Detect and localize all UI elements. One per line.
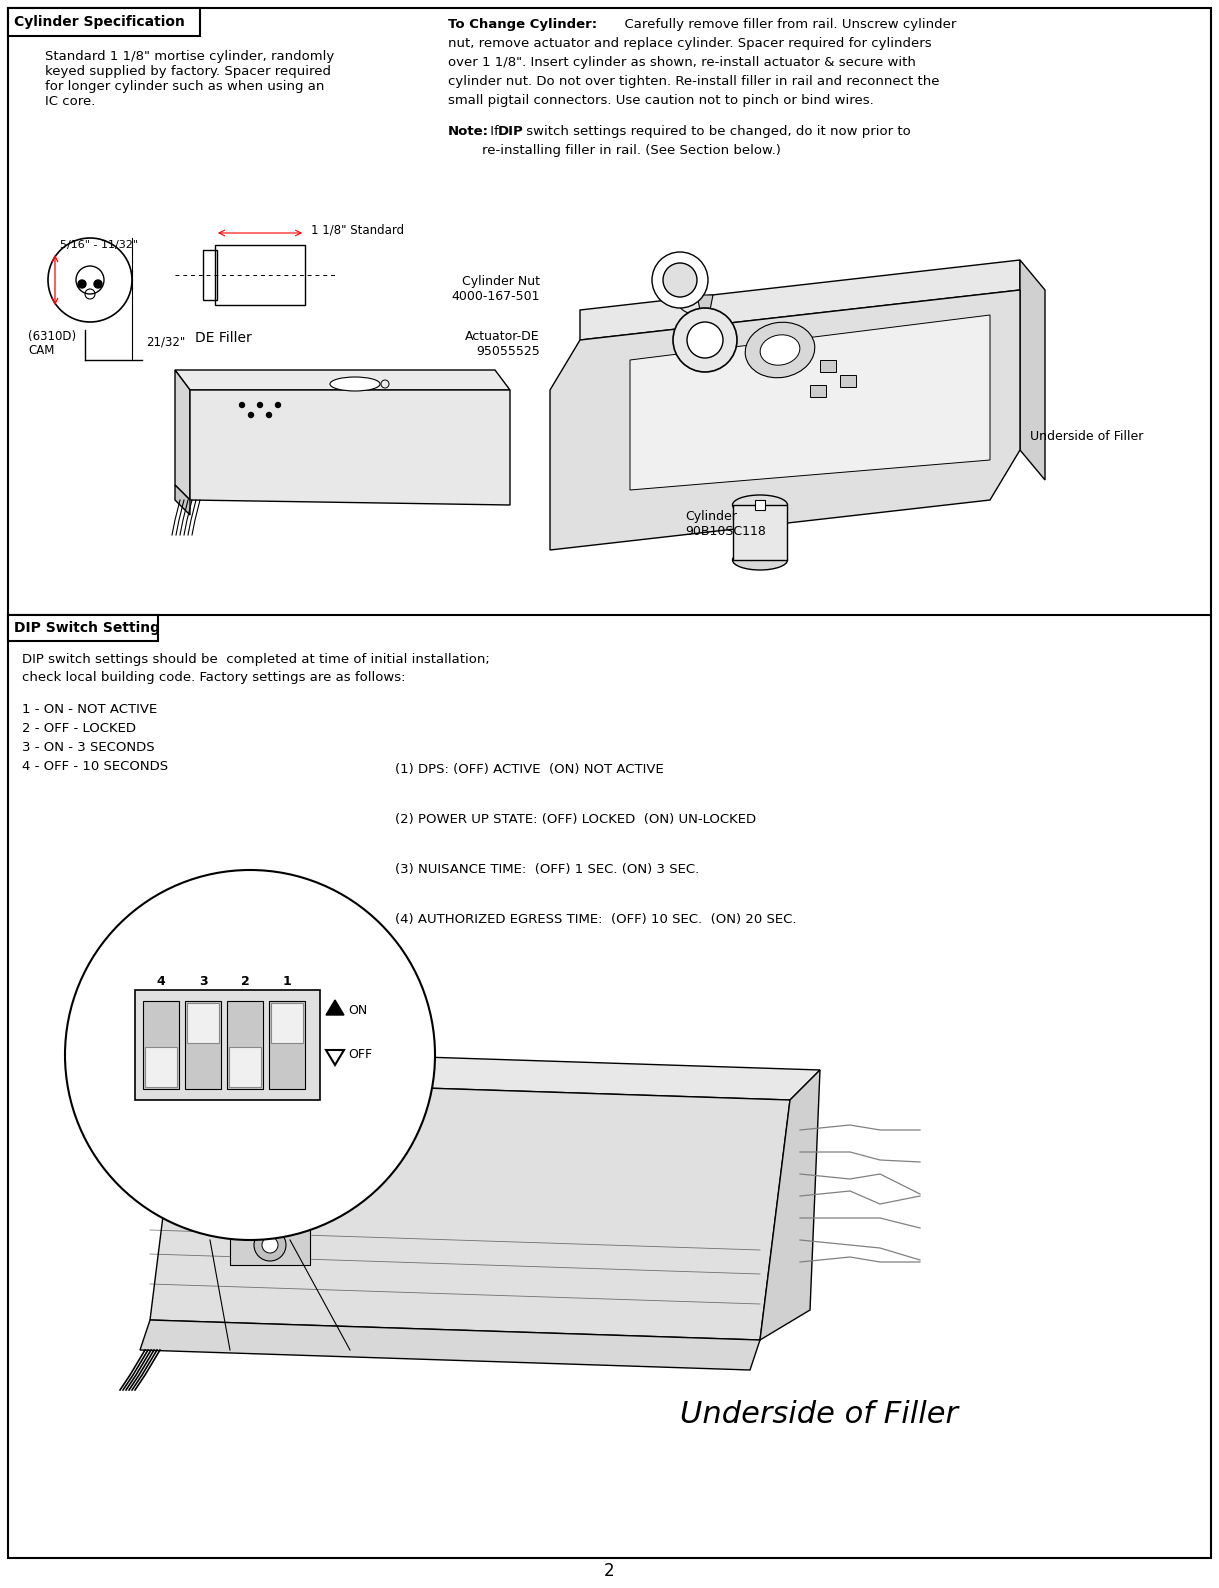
Text: 1 1/8" Standard: 1 1/8" Standard — [311, 224, 405, 237]
Bar — [271, 1004, 304, 1043]
Polygon shape — [550, 291, 1020, 549]
Circle shape — [663, 264, 697, 297]
Text: Underside of Filler: Underside of Filler — [680, 1401, 958, 1429]
Text: DIP switch settings should be  completed at time of initial installation;: DIP switch settings should be completed … — [22, 653, 490, 665]
Text: switch settings required to be changed, do it now prior to: switch settings required to be changed, … — [522, 125, 911, 138]
Circle shape — [239, 402, 245, 408]
Bar — [227, 1000, 263, 1089]
Text: cylinder nut. Do not over tighten. Re-install filler in rail and reconnect the: cylinder nut. Do not over tighten. Re-in… — [449, 75, 940, 87]
Text: Cylinder Specification: Cylinder Specification — [13, 14, 185, 29]
Text: 1: 1 — [283, 975, 291, 988]
Polygon shape — [630, 314, 990, 491]
Circle shape — [254, 1229, 286, 1261]
Text: Actuator-DE
95055525: Actuator-DE 95055525 — [466, 330, 540, 357]
Bar — [229, 1046, 261, 1088]
Text: 4 - OFF - 10 SECONDS: 4 - OFF - 10 SECONDS — [22, 761, 168, 773]
Bar — [143, 1000, 179, 1089]
Text: Note:: Note: — [449, 125, 489, 138]
Text: To Change Cylinder:: To Change Cylinder: — [449, 17, 597, 32]
Bar — [215, 245, 305, 305]
Text: 2: 2 — [240, 975, 250, 988]
Polygon shape — [176, 484, 190, 515]
Polygon shape — [140, 1320, 759, 1370]
Text: (4) AUTHORIZED EGRESS TIME:  (OFF) 10 SEC.  (ON) 20 SEC.: (4) AUTHORIZED EGRESS TIME: (OFF) 10 SEC… — [395, 913, 796, 926]
Text: Carefully remove filler from rail. Unscrew cylinder: Carefully remove filler from rail. Unscr… — [616, 17, 957, 32]
Circle shape — [94, 279, 102, 287]
Text: re-installing filler in rail. (See Section below.): re-installing filler in rail. (See Secti… — [449, 145, 781, 157]
Text: 1 - ON - NOT ACTIVE: 1 - ON - NOT ACTIVE — [22, 703, 157, 716]
Bar — [135, 989, 321, 1100]
Polygon shape — [176, 370, 510, 391]
Polygon shape — [150, 1080, 790, 1340]
Text: Standard 1 1/8" mortise cylinder, randomly
keyed supplied by factory. Spacer req: Standard 1 1/8" mortise cylinder, random… — [45, 49, 334, 108]
Text: check local building code. Factory settings are as follows:: check local building code. Factory setti… — [22, 672, 406, 684]
Polygon shape — [697, 295, 713, 310]
Polygon shape — [759, 1070, 820, 1340]
Circle shape — [78, 279, 87, 287]
Text: Cylinder
90B10SC118: Cylinder 90B10SC118 — [685, 510, 766, 538]
Bar — [238, 1208, 266, 1231]
Text: 21/32": 21/32" — [146, 335, 185, 348]
Polygon shape — [180, 1050, 820, 1100]
Circle shape — [262, 1237, 278, 1253]
Bar — [185, 1000, 221, 1089]
Text: 2 - OFF - LOCKED: 2 - OFF - LOCKED — [22, 723, 137, 735]
Ellipse shape — [330, 376, 380, 391]
Ellipse shape — [733, 549, 787, 570]
Text: small pigtail connectors. Use caution not to pinch or bind wires.: small pigtail connectors. Use caution no… — [449, 94, 874, 106]
Ellipse shape — [733, 495, 787, 515]
Polygon shape — [190, 391, 510, 505]
Ellipse shape — [745, 322, 814, 378]
Text: ON: ON — [347, 1004, 367, 1016]
Text: nut, remove actuator and replace cylinder. Spacer required for cylinders: nut, remove actuator and replace cylinde… — [449, 37, 931, 49]
Bar — [9, 615, 158, 642]
Ellipse shape — [761, 335, 800, 365]
Bar — [733, 505, 787, 561]
Circle shape — [267, 413, 272, 418]
Text: If: If — [486, 125, 503, 138]
Bar — [274, 1208, 302, 1231]
Polygon shape — [176, 370, 190, 500]
Bar — [269, 1000, 305, 1089]
Text: 3 - ON - 3 SECONDS: 3 - ON - 3 SECONDS — [22, 742, 155, 754]
Text: over 1 1/8". Insert cylinder as shown, re-install actuator & secure with: over 1 1/8". Insert cylinder as shown, r… — [449, 56, 915, 68]
Circle shape — [673, 308, 737, 372]
Text: DIP Switch Setting: DIP Switch Setting — [13, 621, 160, 635]
Bar — [187, 1004, 219, 1043]
Text: 2: 2 — [603, 1563, 614, 1580]
Text: (3) NUISANCE TIME:  (OFF) 1 SEC. (ON) 3 SEC.: (3) NUISANCE TIME: (OFF) 1 SEC. (ON) 3 S… — [395, 862, 700, 877]
Text: (6310D): (6310D) — [28, 330, 76, 343]
Bar — [820, 360, 836, 372]
Circle shape — [65, 870, 435, 1240]
Text: DIP: DIP — [499, 125, 524, 138]
Bar — [230, 1201, 310, 1266]
Text: OFF: OFF — [347, 1048, 372, 1061]
Text: Cylinder Nut
4000-167-501: Cylinder Nut 4000-167-501 — [451, 275, 540, 303]
Circle shape — [652, 252, 708, 308]
Bar — [809, 384, 826, 397]
Bar — [755, 500, 766, 510]
Bar — [9, 8, 200, 37]
Text: 5/16" - 11/32": 5/16" - 11/32" — [60, 240, 138, 249]
Text: 4: 4 — [156, 975, 166, 988]
Circle shape — [275, 402, 280, 408]
Polygon shape — [580, 260, 1020, 340]
Bar — [145, 1046, 177, 1088]
Polygon shape — [1020, 260, 1045, 480]
Text: (1) DPS: (OFF) ACTIVE  (ON) NOT ACTIVE: (1) DPS: (OFF) ACTIVE (ON) NOT ACTIVE — [395, 762, 664, 777]
Polygon shape — [325, 1000, 344, 1015]
Circle shape — [249, 413, 254, 418]
Text: (2) POWER UP STATE: (OFF) LOCKED  (ON) UN-LOCKED: (2) POWER UP STATE: (OFF) LOCKED (ON) UN… — [395, 813, 756, 826]
Bar — [204, 249, 217, 300]
Text: Underside of Filler: Underside of Filler — [1030, 430, 1143, 443]
Text: DE Filler: DE Filler — [195, 330, 252, 345]
Circle shape — [688, 322, 723, 357]
Bar — [840, 375, 856, 387]
Circle shape — [257, 402, 262, 408]
Text: 3: 3 — [199, 975, 207, 988]
Text: CAM: CAM — [28, 345, 55, 357]
